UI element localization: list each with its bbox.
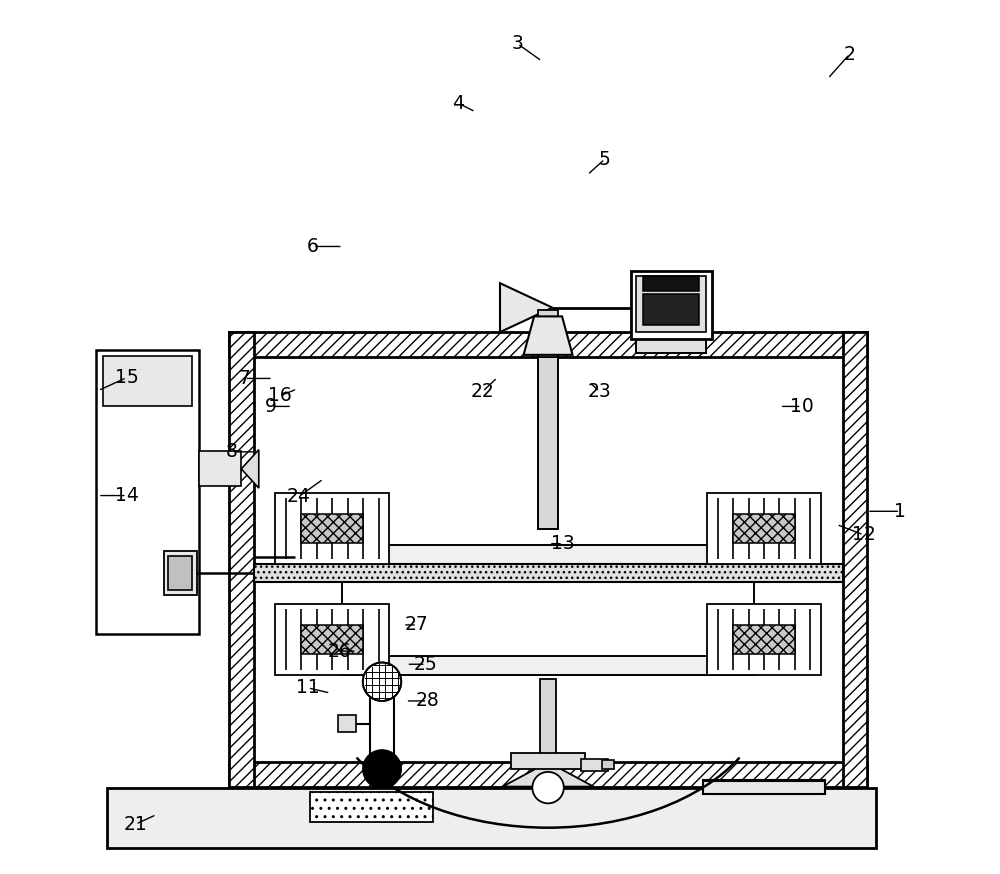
Bar xyxy=(538,310,558,357)
Bar xyxy=(602,760,614,769)
Bar xyxy=(254,357,843,762)
Text: 28: 28 xyxy=(416,691,439,711)
Text: 24: 24 xyxy=(287,487,311,506)
Bar xyxy=(254,565,843,582)
Bar xyxy=(199,451,241,486)
Text: 3: 3 xyxy=(512,34,523,53)
Text: 12: 12 xyxy=(852,525,875,545)
Circle shape xyxy=(363,750,401,788)
Text: 15: 15 xyxy=(115,368,139,387)
Text: 25: 25 xyxy=(414,655,438,674)
Bar xyxy=(643,276,699,291)
Bar xyxy=(733,625,795,654)
Text: 8: 8 xyxy=(226,442,238,461)
Circle shape xyxy=(363,662,401,701)
Text: 22: 22 xyxy=(471,382,494,401)
Text: 4: 4 xyxy=(452,94,464,113)
Bar xyxy=(275,604,389,676)
Text: 2: 2 xyxy=(844,45,856,64)
Bar xyxy=(631,271,712,339)
Bar xyxy=(733,514,795,543)
Bar xyxy=(107,788,876,848)
Text: 23: 23 xyxy=(588,382,612,401)
Text: 9: 9 xyxy=(265,397,277,416)
Bar xyxy=(703,781,825,794)
Polygon shape xyxy=(500,283,552,332)
Text: 27: 27 xyxy=(405,615,429,635)
Text: 11: 11 xyxy=(296,678,320,697)
Text: 13: 13 xyxy=(551,534,575,553)
Bar xyxy=(538,357,558,530)
Bar xyxy=(643,295,699,325)
Bar xyxy=(301,514,363,543)
Bar xyxy=(843,332,867,787)
Text: 26: 26 xyxy=(327,642,351,661)
Bar xyxy=(707,604,821,676)
Bar xyxy=(342,545,754,565)
Bar xyxy=(540,679,556,758)
Bar xyxy=(168,557,192,590)
Bar xyxy=(103,356,192,406)
Bar xyxy=(96,350,199,634)
Text: 6: 6 xyxy=(307,237,319,256)
Bar xyxy=(229,332,254,787)
Bar xyxy=(531,787,565,788)
Bar xyxy=(581,759,608,771)
Bar xyxy=(707,493,821,565)
Bar xyxy=(310,792,433,822)
Bar xyxy=(229,332,867,357)
Text: 21: 21 xyxy=(124,815,147,834)
Polygon shape xyxy=(503,762,594,787)
Bar xyxy=(338,715,356,732)
Text: 10: 10 xyxy=(790,397,813,416)
Circle shape xyxy=(532,772,564,803)
Text: 1: 1 xyxy=(894,502,906,521)
Bar xyxy=(229,762,867,787)
Bar xyxy=(301,625,363,654)
Bar xyxy=(636,276,706,332)
Bar xyxy=(370,687,394,757)
Text: 14: 14 xyxy=(115,486,139,505)
Bar xyxy=(511,753,585,769)
Polygon shape xyxy=(241,449,259,488)
Bar xyxy=(275,493,389,565)
Bar xyxy=(636,337,706,353)
Text: 7: 7 xyxy=(239,369,251,388)
Text: 16: 16 xyxy=(268,386,292,406)
Bar xyxy=(342,656,754,676)
Text: 5: 5 xyxy=(599,149,611,169)
Bar xyxy=(703,780,825,792)
Polygon shape xyxy=(524,316,573,355)
Bar xyxy=(164,551,197,595)
